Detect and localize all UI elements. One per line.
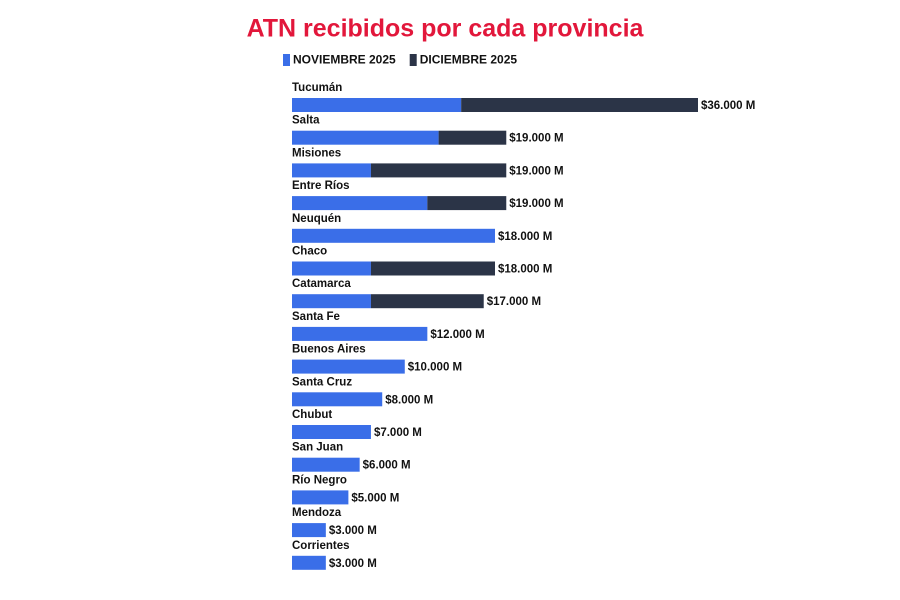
category-label: Chaco	[292, 246, 327, 258]
bar-segment	[292, 425, 371, 439]
total-label: $36.000 M	[701, 100, 755, 112]
chart-title: ATN recibidos por cada provincia	[247, 15, 645, 43]
total-label: $18.000 M	[498, 231, 552, 243]
bar-segment	[292, 523, 326, 538]
category-label: Tucumán	[292, 82, 342, 94]
bar-segment	[370, 163, 507, 178]
category-label: Santa Cruz	[292, 376, 352, 388]
category-label: Mendoza	[292, 507, 342, 519]
bar-segment	[292, 555, 326, 570]
legend-label: NOVIEMBRE 2025	[293, 53, 396, 67]
total-label: $7.000 M	[374, 427, 422, 439]
bar-segment	[438, 130, 507, 145]
bar-segment	[461, 98, 698, 112]
bar-segment	[292, 228, 495, 243]
bar-segment	[292, 261, 371, 276]
bar-segment	[292, 359, 405, 374]
bar-segment	[292, 392, 383, 407]
legend-swatch	[283, 54, 290, 66]
total-label: $17.000 M	[487, 296, 541, 308]
bar-segment	[292, 163, 371, 178]
total-label: $3.000 M	[329, 525, 377, 537]
bar-segment	[292, 130, 439, 145]
total-label: $18.000 M	[498, 264, 552, 276]
category-label: Catamarca	[292, 278, 351, 290]
legend-swatch	[409, 54, 417, 66]
category-label: Misiones	[292, 147, 341, 159]
bar-segment	[370, 294, 484, 309]
bar-segment	[370, 261, 495, 276]
total-label: $19.000 M	[509, 165, 563, 177]
category-label: Salta	[292, 115, 320, 127]
category-label: San Juan	[292, 442, 343, 454]
category-label: Corrientes	[292, 540, 350, 552]
total-label: $19.000 M	[509, 133, 563, 145]
bar-segment	[292, 457, 360, 472]
category-label: Chubut	[292, 409, 332, 421]
category-label: Buenos Aires	[292, 344, 366, 356]
legend-label: DICIEMBRE 2025	[420, 53, 518, 67]
total-label: $5.000 M	[351, 492, 399, 504]
total-label: $12.000 M	[430, 329, 484, 341]
category-label: Entre Ríos	[292, 180, 350, 192]
total-label: $10.000 M	[408, 362, 462, 374]
bar-segment	[292, 326, 428, 341]
total-label: $8.000 M	[385, 394, 433, 406]
bar-segment	[292, 196, 428, 211]
category-label: Neuquén	[292, 213, 341, 225]
category-label: Santa Fe	[292, 311, 340, 323]
bar-segment	[427, 196, 507, 211]
bar-segment	[292, 98, 462, 112]
bar-segment	[292, 294, 371, 309]
bar-segment	[292, 490, 349, 505]
category-label: Río Negro	[292, 474, 347, 486]
total-label: $19.000 M	[509, 198, 563, 210]
total-label: $3.000 M	[329, 558, 377, 570]
total-label: $6.000 M	[363, 460, 411, 472]
